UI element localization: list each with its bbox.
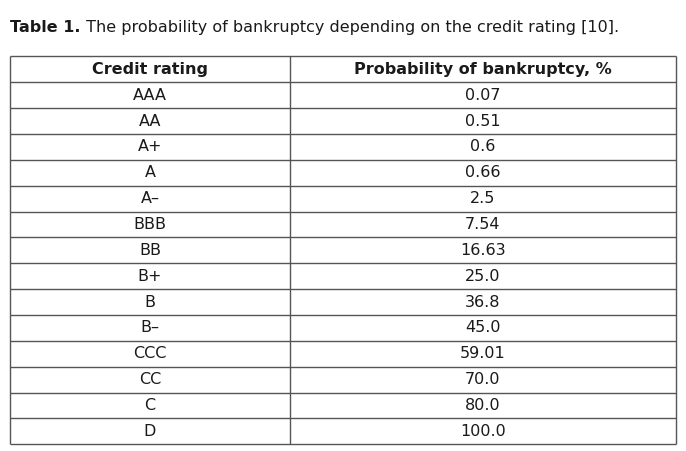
Text: CCC: CCC bbox=[133, 346, 167, 361]
Text: 45.0: 45.0 bbox=[465, 320, 501, 336]
Text: AA: AA bbox=[139, 114, 161, 129]
Text: Credit rating: Credit rating bbox=[92, 62, 208, 77]
Text: 2.5: 2.5 bbox=[470, 191, 495, 206]
Text: BBB: BBB bbox=[134, 217, 167, 232]
Text: Probability of bankruptcy, %: Probability of bankruptcy, % bbox=[354, 62, 612, 77]
Text: 80.0: 80.0 bbox=[465, 398, 501, 413]
Text: Table 1.: Table 1. bbox=[10, 20, 81, 35]
Text: D: D bbox=[144, 424, 156, 439]
Text: 7.54: 7.54 bbox=[465, 217, 501, 232]
Text: 16.63: 16.63 bbox=[460, 243, 506, 258]
Text: 70.0: 70.0 bbox=[465, 372, 501, 387]
Text: 0.51: 0.51 bbox=[465, 114, 501, 129]
Text: 36.8: 36.8 bbox=[465, 295, 501, 309]
Text: 0.66: 0.66 bbox=[465, 165, 501, 180]
Text: A: A bbox=[145, 165, 156, 180]
Text: BB: BB bbox=[139, 243, 161, 258]
Text: 59.01: 59.01 bbox=[460, 346, 506, 361]
Text: 0.6: 0.6 bbox=[470, 139, 495, 154]
Text: B: B bbox=[145, 295, 156, 309]
Text: B+: B+ bbox=[138, 269, 163, 284]
Text: 25.0: 25.0 bbox=[465, 269, 501, 284]
Text: B–: B– bbox=[141, 320, 160, 336]
Text: A+: A+ bbox=[138, 139, 163, 154]
Text: C: C bbox=[145, 398, 156, 413]
Text: 0.07: 0.07 bbox=[465, 87, 501, 103]
Text: AAA: AAA bbox=[133, 87, 167, 103]
Text: A–: A– bbox=[141, 191, 160, 206]
Text: 100.0: 100.0 bbox=[460, 424, 506, 439]
Text: CC: CC bbox=[139, 372, 161, 387]
Text: The probability of bankruptcy depending on the credit rating [10].: The probability of bankruptcy depending … bbox=[81, 20, 619, 35]
